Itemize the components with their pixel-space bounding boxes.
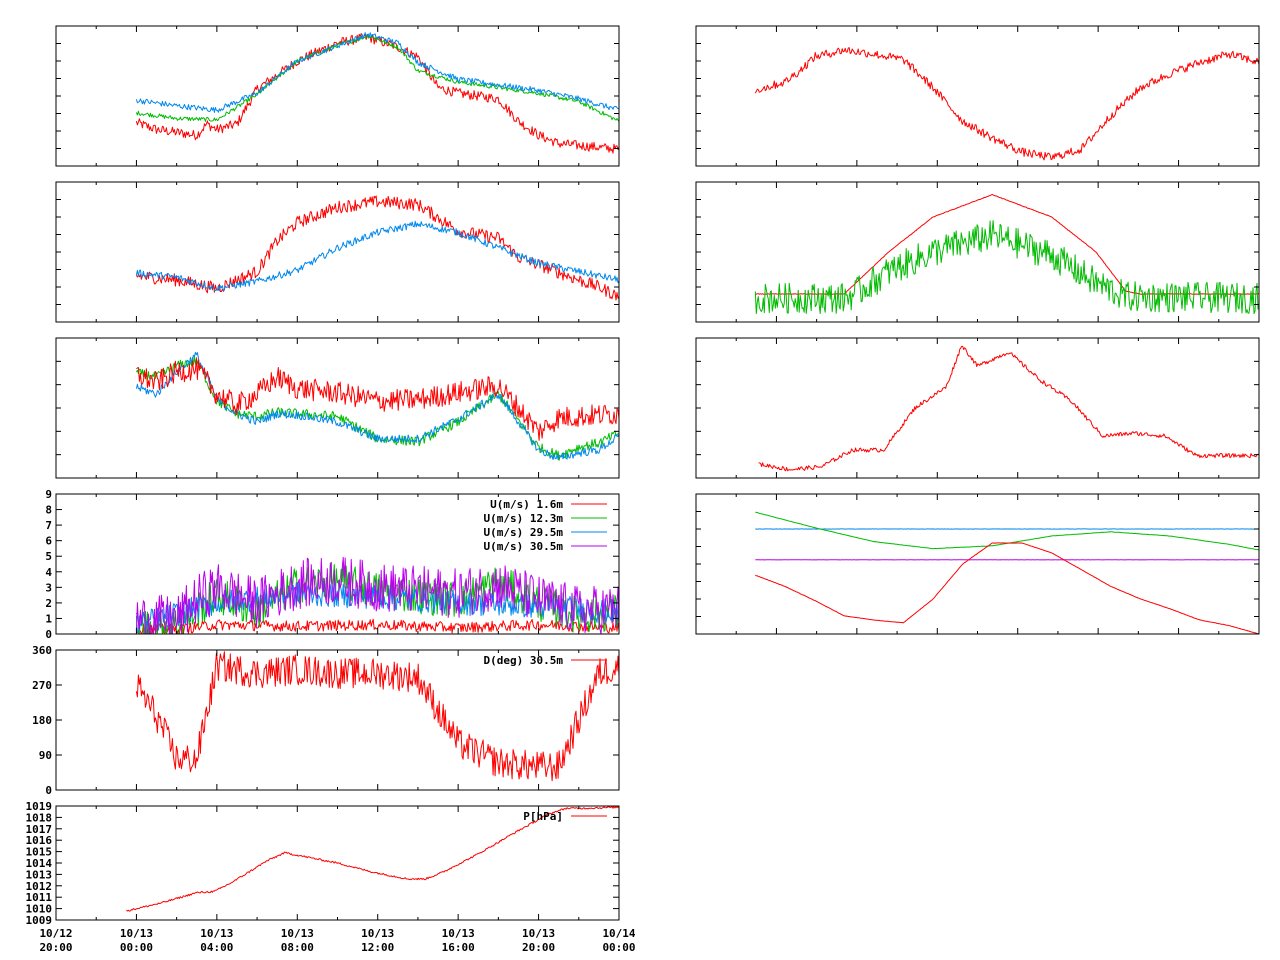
plot-series <box>755 511 1260 635</box>
y-tick-label: 270 <box>32 679 52 692</box>
plot-series <box>754 47 1260 161</box>
y-tick-label: 1018 <box>26 811 53 824</box>
legend-entry-label: D(deg) 30.5m <box>484 654 564 667</box>
legend-entry-label: P[hPa] <box>523 810 563 823</box>
plot-frame <box>55 649 620 791</box>
y-tick-label: 1017 <box>26 823 53 836</box>
x-tick-label-date: 10/13 <box>442 927 475 940</box>
series-line-1 <box>135 651 620 782</box>
y-tick-label: 360 <box>32 644 52 657</box>
series-line-3 <box>135 32 620 113</box>
series-line-2 <box>135 352 620 461</box>
x-tick-label-time: 16:00 <box>442 941 475 954</box>
legend: U(m/s) 1.6mU(m/s) 12.3mU(m/s) 29.5mU(m/s… <box>484 498 607 553</box>
series-line-1 <box>755 193 1259 295</box>
y-tick-label: 1011 <box>26 891 53 904</box>
legend-entry-label: U(m/s) 1.6m <box>490 498 563 511</box>
plot-series <box>126 805 620 912</box>
plot-series <box>754 193 1260 314</box>
legend-entry-label: U(m/s) 30.5m <box>484 540 564 553</box>
x-tick-label-date: 10/12 <box>39 927 72 940</box>
y-tick-label: 0 <box>45 628 52 641</box>
plot-frame <box>695 493 1260 635</box>
y-tick-label: 0 <box>45 784 52 797</box>
plot-p6: 1009101010111012101310141015101610171018… <box>26 800 620 927</box>
plot-series <box>135 32 620 154</box>
series-line-1 <box>135 195 620 301</box>
y-tick-label: 1009 <box>26 914 53 927</box>
plot-frame <box>695 337 1260 479</box>
plot-frame <box>55 181 620 323</box>
plot-frame <box>55 337 620 479</box>
y-tick-label: 1019 <box>26 800 53 813</box>
series-line-1 <box>126 805 620 912</box>
legend: D(deg) 30.5m <box>484 654 607 667</box>
x-tick-label-date: 10/13 <box>200 927 233 940</box>
plot-p7 <box>695 25 1260 167</box>
y-tick-label: 4 <box>45 566 52 579</box>
y-tick-label: 1014 <box>26 857 53 870</box>
x-tick-label-time: 20:00 <box>522 941 555 954</box>
plot-p3 <box>55 337 620 479</box>
y-tick-label: 1015 <box>26 846 53 859</box>
y-tick-label: 5 <box>45 550 52 563</box>
x-tick-label-time: 20:00 <box>39 941 72 954</box>
plot-frame <box>695 25 1260 167</box>
series-line-4 <box>135 556 620 635</box>
y-tick-label: 180 <box>32 714 52 727</box>
y-tick-label: 1 <box>45 612 52 625</box>
x-tick-label-time: 12:00 <box>361 941 394 954</box>
y-tick-label: 6 <box>45 535 52 548</box>
x-tick-label-time: 08:00 <box>281 941 314 954</box>
legend: P[hPa] <box>523 810 607 823</box>
y-tick-label: 2 <box>45 597 52 610</box>
y-tick-label: 9 <box>45 488 52 501</box>
y-tick-label: 1010 <box>26 903 53 916</box>
x-tick-label-time: 00:00 <box>120 941 153 954</box>
x-tick-label-date: 10/13 <box>120 927 153 940</box>
y-tick-label: 1012 <box>26 880 53 893</box>
series-line-4 <box>755 542 1260 635</box>
y-tick-label: 3 <box>45 581 52 594</box>
legend-entry-label: U(m/s) 29.5m <box>484 526 564 539</box>
plot-series <box>758 345 1259 472</box>
y-tick-label: 90 <box>39 749 52 762</box>
x-tick-label-date: 10/13 <box>522 927 555 940</box>
x-tick-label-time: 04:00 <box>200 941 233 954</box>
plot-series <box>135 352 620 461</box>
y-tick-label: 7 <box>45 519 52 532</box>
plot-p9 <box>695 337 1260 479</box>
plot-p5: 0 90 180 270 360 D(deg) 30.5m <box>32 644 620 797</box>
series-line-2 <box>135 34 620 122</box>
series-line-1 <box>758 345 1259 472</box>
plot-p2 <box>55 181 620 323</box>
plot-p10 <box>695 493 1260 635</box>
x-tick-label-date: 10/13 <box>281 927 314 940</box>
plot-series <box>135 195 620 301</box>
series-line-1 <box>136 618 620 635</box>
y-tick-label: 1013 <box>26 868 53 881</box>
y-tick-label: 8 <box>45 504 52 517</box>
y-tick-label: 1016 <box>26 834 53 847</box>
x-axis-labels: 10/1220:0010/1300:0010/1304:0010/1308:00… <box>39 927 635 954</box>
plot-series <box>135 651 620 782</box>
series-line-1 <box>754 47 1260 161</box>
series-line-1 <box>135 356 620 461</box>
series-line-2 <box>754 220 1260 314</box>
plot-p8 <box>695 181 1260 323</box>
x-tick-label-time: 00:00 <box>602 941 635 954</box>
plot-p1 <box>55 25 620 167</box>
x-tick-label-date: 10/13 <box>361 927 394 940</box>
series-line-2 <box>135 220 620 292</box>
legend-entry-label: U(m/s) 12.3m <box>484 512 564 525</box>
series-line-3 <box>755 511 1260 551</box>
plot-series <box>135 556 620 635</box>
series-line-3 <box>136 357 620 441</box>
x-tick-label-date: 10/14 <box>602 927 635 940</box>
